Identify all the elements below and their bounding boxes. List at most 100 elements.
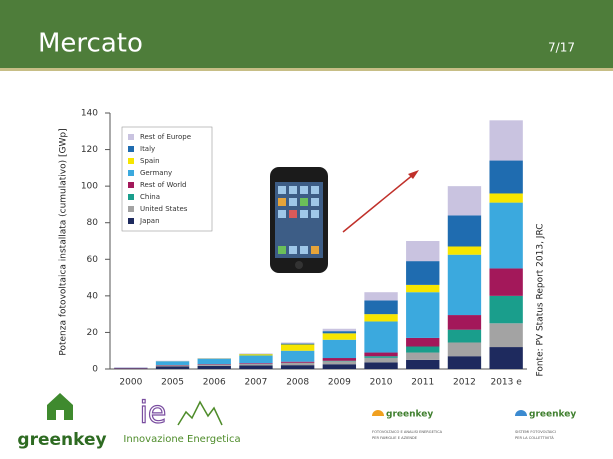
- bar-segment: [448, 356, 481, 369]
- bar-segment: [489, 323, 522, 347]
- bar-segment: [364, 292, 397, 300]
- legend-label: United States: [140, 205, 188, 213]
- bar-segment: [156, 366, 189, 367]
- bar-segment: [281, 351, 314, 362]
- bar-segment: [114, 367, 147, 368]
- x-tick-label: 2008: [286, 378, 309, 388]
- bar-segment: [489, 268, 522, 295]
- bar-segment: [489, 347, 522, 369]
- x-tick-label: 2012: [453, 378, 476, 388]
- legend-swatch: [128, 146, 134, 152]
- bar-segment: [448, 315, 481, 330]
- x-tick-label: 2005: [161, 378, 184, 388]
- legend-label: Germany: [140, 169, 172, 177]
- legend-box: [122, 127, 212, 231]
- bar-segment: [198, 365, 231, 366]
- bar-segment: [239, 353, 272, 354]
- y-tick-label: 40: [87, 291, 99, 301]
- bar-segment: [156, 366, 189, 369]
- bar-segment: [281, 362, 314, 363]
- y-tick-label: 140: [81, 109, 98, 119]
- bar-segment: [239, 366, 272, 369]
- legend-label: Italy: [140, 145, 155, 153]
- bar-segment: [364, 314, 397, 321]
- bar-segment: [406, 360, 439, 369]
- logo-ie: ie Innovazione Energetica: [123, 396, 240, 446]
- x-tick-label: 2007: [244, 378, 267, 388]
- bar-segment: [198, 364, 231, 365]
- bar-segment: [281, 342, 314, 343]
- bar-segment: [239, 355, 272, 363]
- page-number: 7/17: [548, 41, 575, 55]
- logo-text: greenkey: [17, 430, 106, 450]
- logo-text: greenkey: [529, 410, 576, 420]
- y-tick-label: 0: [92, 365, 98, 375]
- legend-swatch: [128, 206, 134, 212]
- logo-greenkey-house: greenkey: [17, 393, 106, 450]
- logo-text: Innovazione Energetica: [123, 434, 240, 445]
- bar-segment: [406, 241, 439, 261]
- bar-segment: [489, 296, 522, 323]
- x-tick-label: 2000: [119, 378, 142, 388]
- bar-segment: [198, 366, 231, 369]
- logo-subtext: SISTEMI FOTOVOLTAICI: [515, 430, 556, 434]
- legend-label: Japan: [139, 217, 160, 225]
- bar-segment: [489, 193, 522, 202]
- x-tick-label: 2013 e: [490, 378, 522, 388]
- bar-segment: [364, 321, 397, 352]
- logo-subtext: FOTOVOLTAICO E ANALISI ENERGETICA: [372, 430, 443, 434]
- bar-segment: [323, 361, 356, 362]
- bar-segment: [281, 363, 314, 365]
- bar-segment: [239, 354, 272, 355]
- y-tick-label: 120: [81, 145, 98, 155]
- bar-segment: [323, 331, 356, 333]
- bar-segment: [406, 347, 439, 353]
- bar-segment: [448, 215, 481, 246]
- bar-segment: [406, 353, 439, 360]
- legend-label: Spain: [140, 157, 160, 165]
- header-rule: [0, 68, 613, 71]
- logo-text: greenkey: [386, 410, 433, 420]
- legend-swatch: [128, 218, 134, 224]
- logo-mark: ie: [140, 396, 167, 431]
- logo-subtext: PER LA COLLETTIVITÀ: [515, 435, 554, 440]
- trend-arrow: [343, 170, 419, 232]
- x-tick-label: 2009: [328, 378, 351, 388]
- x-tick-label: 2006: [203, 378, 226, 388]
- bar-segment: [489, 120, 522, 160]
- legend-swatch: [128, 194, 134, 200]
- source-note: Fonte: PV Status Report 2013, JRC: [536, 223, 546, 376]
- y-tick-label: 80: [87, 218, 99, 228]
- bar-segment: [323, 361, 356, 364]
- y-tick-label: 100: [81, 182, 98, 192]
- bar-segment: [323, 333, 356, 339]
- bar-segment: [406, 292, 439, 338]
- legend-label: China: [140, 193, 160, 201]
- legend-swatch: [128, 170, 134, 176]
- x-tick-label: 2011: [411, 378, 434, 388]
- bar-segment: [448, 342, 481, 356]
- bar-segment: [448, 246, 481, 254]
- legend-swatch: [128, 134, 134, 140]
- logo-subtext: PER FAMIGLIE E AZIENDE: [372, 436, 418, 440]
- bar-segment: [364, 358, 397, 363]
- y-axis-label: Potenza fotovoltaica installata (cumulat…: [59, 128, 69, 355]
- bar-segment: [323, 358, 356, 361]
- x-tick-label: 2010: [370, 378, 393, 388]
- bar-segment: [323, 340, 356, 358]
- y-tick-label: 60: [87, 255, 99, 265]
- bar-segment: [406, 261, 439, 285]
- legend-swatch: [128, 158, 134, 164]
- bar-segment: [448, 186, 481, 215]
- bar-segment: [239, 364, 272, 365]
- legend-label: Rest of World: [140, 181, 187, 189]
- legend-label: Rest of Europe: [140, 133, 191, 141]
- bar-segment: [281, 344, 314, 350]
- bar-segment: [364, 353, 397, 357]
- bar-segment: [489, 161, 522, 194]
- slide: Mercato 7/17 Potenza fotovoltaica instal…: [0, 0, 613, 459]
- logo-greenkey-2: greenkey SISTEMI FOTOVOLTAICI PER LA COL…: [515, 410, 576, 441]
- logo-greenkey-1: greenkey FOTOVOLTAICO E ANALISI ENERGETI…: [372, 410, 443, 441]
- bar-segment: [364, 300, 397, 314]
- y-tick-label: 20: [87, 328, 99, 338]
